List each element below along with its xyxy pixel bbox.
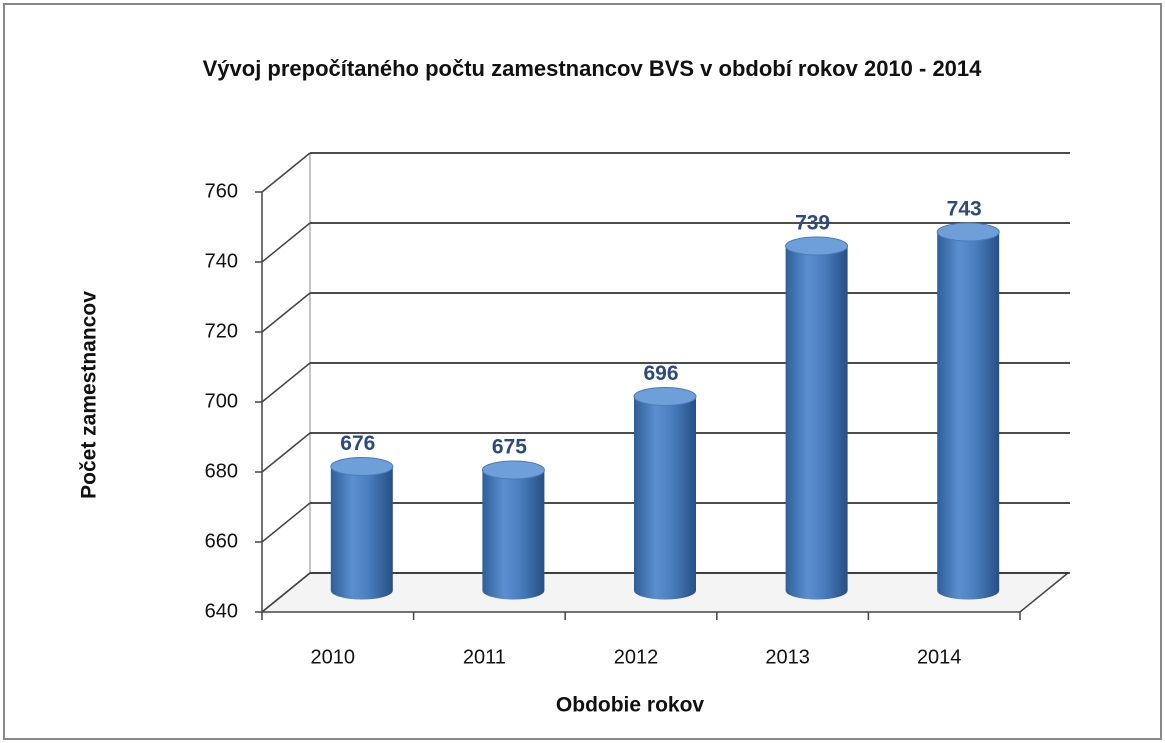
y-tick-label: 680 [205,460,238,482]
grid-line-side [261,362,311,403]
grid-line-side [261,292,311,333]
x-tick-label: 2012 [614,646,659,668]
grid-line-side [261,502,311,543]
x-tick-label: 2013 [765,646,810,668]
y-tick-label: 640 [205,600,238,622]
bar-top [633,387,697,406]
bar [937,232,1000,600]
bar [785,246,848,600]
x-tick-label: 2010 [311,646,356,668]
y-tick-label: 660 [205,530,238,552]
bar [330,466,393,600]
y-tick-label: 700 [205,390,238,412]
x-axis-title: Obdobie rokov [556,694,705,717]
value-label: 739 [795,212,830,235]
x-tick-label: 2014 [917,646,962,668]
grid-line-side [261,432,311,473]
grid-line-side [261,152,311,193]
grid-line-side [261,222,311,263]
chart-title: Vývoj prepočítaného počtu zamestnancov B… [203,56,983,81]
bar-top [785,236,849,256]
value-label: 743 [947,198,982,221]
y-axis-title: Počet zamestnancov [78,291,101,499]
y-tick-label: 720 [205,320,238,342]
y-tick-label: 740 [205,250,238,272]
value-label: 675 [492,436,527,459]
grid-line-side [261,572,311,613]
y-tick-label: 760 [205,180,238,202]
bar-top [330,457,394,476]
value-label: 676 [340,432,375,455]
bar-top [936,222,1000,242]
bar [634,396,696,600]
value-label: 696 [643,362,678,385]
bar-top [481,460,545,480]
x-tick-label: 2011 [463,646,506,668]
bar [482,470,545,600]
